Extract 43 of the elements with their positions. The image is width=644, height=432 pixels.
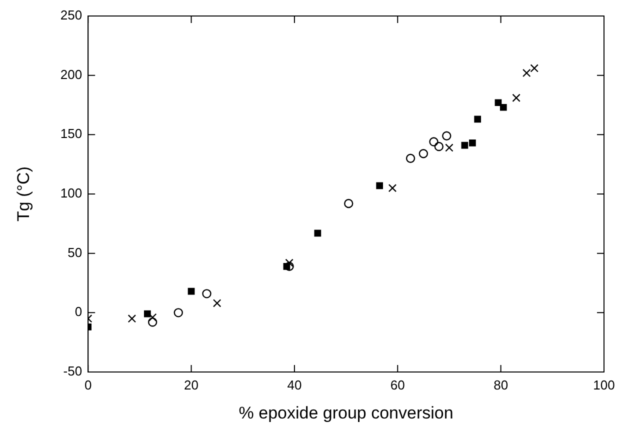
point xyxy=(388,184,397,192)
x-tick-label: 80 xyxy=(494,377,508,392)
y-tick-label: 200 xyxy=(60,66,82,82)
point xyxy=(148,318,158,327)
point xyxy=(344,198,354,208)
point xyxy=(128,314,136,323)
y-tick-label: -50 xyxy=(63,364,82,379)
point xyxy=(144,310,151,318)
point xyxy=(188,288,195,295)
point xyxy=(376,182,384,190)
x-tick-label: 0 xyxy=(84,377,92,392)
y-tick-label: 50 xyxy=(68,244,82,260)
point xyxy=(202,289,212,298)
x-tick-label: 40 xyxy=(287,377,302,392)
x-axis-title: % epoxide group conversion xyxy=(238,403,454,422)
point xyxy=(418,149,428,158)
point xyxy=(445,144,454,152)
point xyxy=(500,104,507,111)
point xyxy=(174,308,183,318)
y-tick-label: 150 xyxy=(60,126,82,142)
y-axis-title: Tg (°C) xyxy=(14,166,33,222)
point xyxy=(429,137,438,146)
point xyxy=(314,230,322,237)
point xyxy=(522,68,531,78)
point xyxy=(530,64,538,72)
point xyxy=(434,142,444,152)
point xyxy=(494,99,502,106)
point xyxy=(469,140,476,146)
point xyxy=(442,131,452,140)
x-tick-label: 20 xyxy=(184,377,199,392)
point xyxy=(461,142,468,149)
y-tick-label: 100 xyxy=(60,186,82,201)
point xyxy=(406,154,416,163)
x-tick-label: 60 xyxy=(390,377,405,392)
point xyxy=(285,258,294,267)
y-tick-label: 0 xyxy=(74,304,82,320)
point xyxy=(283,262,290,270)
y-tick-label: 250 xyxy=(60,8,82,23)
point xyxy=(148,313,157,322)
x-tick-label: 100 xyxy=(593,377,615,392)
point xyxy=(474,116,482,123)
point xyxy=(212,299,222,308)
point xyxy=(512,94,520,102)
